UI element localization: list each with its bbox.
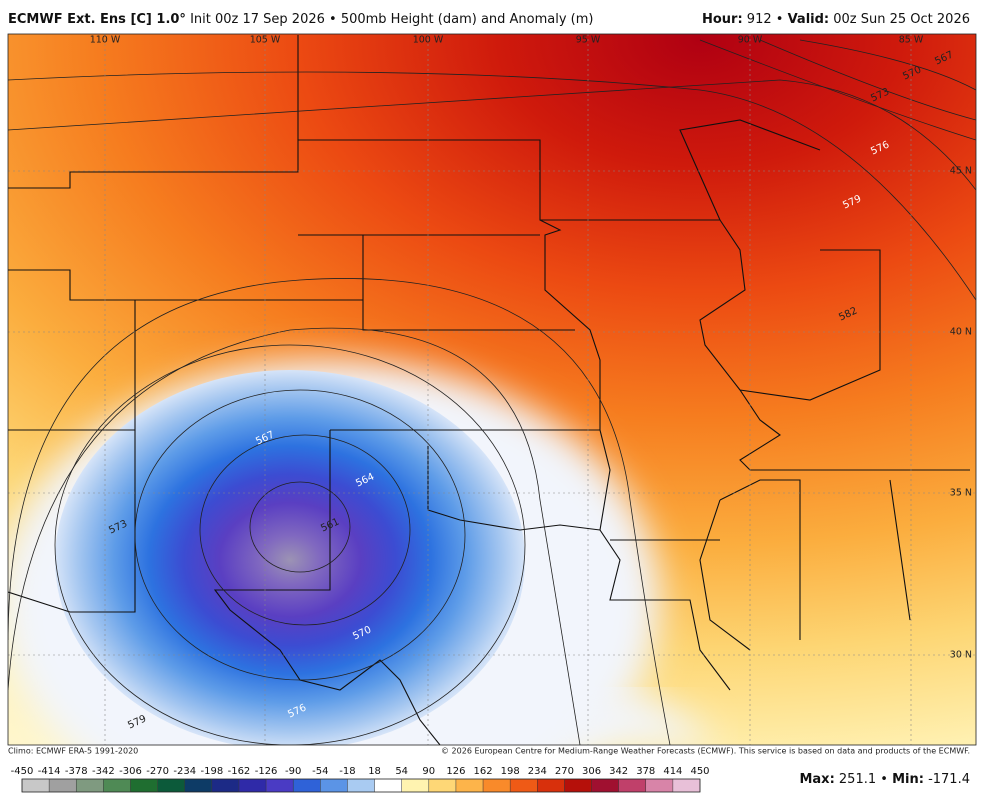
colorbar-segment xyxy=(618,779,646,792)
neutral-zone xyxy=(540,692,720,745)
colorbar-label: 270 xyxy=(555,766,574,777)
colorbar-label: -450 xyxy=(11,766,34,777)
colorbar-label: -270 xyxy=(146,766,169,777)
map-frame xyxy=(7,33,977,746)
latitude-label: 30 N xyxy=(950,650,972,661)
colorbar-segment xyxy=(49,779,77,792)
separator: • xyxy=(776,12,784,27)
colorbar-segment xyxy=(293,779,321,792)
longitude-label: 100 W xyxy=(413,35,444,46)
header-left: ECMWF Ext. Ens [C] 1.0° Init 00z 17 Sep … xyxy=(8,12,594,27)
separator: • xyxy=(880,772,888,787)
description: Init 00z 17 Sep 2026 • 500mb Height (dam… xyxy=(190,12,593,27)
min-label: Min: xyxy=(892,772,924,787)
longitude-label: 85 W xyxy=(899,35,924,46)
colorbar-label: -90 xyxy=(285,766,301,777)
colorbar-label: -414 xyxy=(38,766,61,777)
extremes: Max: 251.1 • Min: -171.4 xyxy=(799,772,970,787)
colorbar-label: 54 xyxy=(395,766,408,777)
colorbar-label: 126 xyxy=(446,766,465,777)
colorbar-label: 234 xyxy=(528,766,547,777)
latitude-label: 35 N xyxy=(950,488,972,499)
colorbar-segment xyxy=(320,779,348,792)
max: 251.1 xyxy=(839,772,876,787)
valid: 00z Sun 25 Oct 2026 xyxy=(833,12,970,27)
colorbar-segment xyxy=(266,779,294,792)
colorbar-segment xyxy=(184,779,212,792)
colorbar-label: -126 xyxy=(255,766,278,777)
colorbar-segment xyxy=(211,779,239,792)
longitude-label: 110 W xyxy=(90,35,121,46)
colorbar-label: -54 xyxy=(312,766,328,777)
colorbar-label: 414 xyxy=(663,766,682,777)
colorbar-segment xyxy=(238,779,267,792)
colorbar-label: -18 xyxy=(339,766,355,777)
min: -171.4 xyxy=(928,772,970,787)
anomaly-cold xyxy=(55,370,525,745)
colorbar-label: 162 xyxy=(473,766,492,777)
colorbar-label: 378 xyxy=(636,766,655,777)
copyright: © 2026 European Centre for Medium-Range … xyxy=(441,747,970,756)
colorbar-label: -162 xyxy=(228,766,251,777)
longitude-label: 95 W xyxy=(576,35,601,46)
header-right: Hour: 912 • Valid: 00z Sun 25 Oct 2026 xyxy=(702,12,970,27)
colorbar-label: 342 xyxy=(609,766,628,777)
colorbar-segment xyxy=(645,779,673,792)
colorbar-label: 18 xyxy=(368,766,381,777)
colorbar-segment xyxy=(510,779,538,792)
colorbar-segment xyxy=(672,779,700,792)
latitude-label: 45 N xyxy=(950,166,972,177)
valid-label: Valid: xyxy=(788,12,830,27)
climo: Climo: ECMWF ERA-5 1991-2020 xyxy=(8,747,138,756)
longitude-label: 105 W xyxy=(250,35,281,46)
colorbar-label: -198 xyxy=(200,766,223,777)
colorbar-segment xyxy=(428,779,456,792)
colorbar-label: -342 xyxy=(92,766,115,777)
model: ECMWF Ext. Ens [C] 1.0° xyxy=(8,12,186,27)
colorbar-label: 450 xyxy=(690,766,709,777)
colorbar-segment xyxy=(591,779,619,792)
colorbar-segment xyxy=(374,779,402,792)
colorbar-segment xyxy=(537,779,565,792)
colorbar-segment xyxy=(483,779,511,792)
colorbar-label: -234 xyxy=(173,766,196,777)
colorbar-segment xyxy=(401,779,429,792)
colorbar-segment xyxy=(157,779,185,792)
colorbar-label: -306 xyxy=(119,766,142,777)
colorbar-label: 90 xyxy=(422,766,435,777)
hour-label: Hour: xyxy=(702,12,743,27)
colorbar-segment xyxy=(22,779,50,792)
longitude-label: 90 W xyxy=(738,35,763,46)
colorbar-label: 198 xyxy=(501,766,520,777)
colorbar-label: 306 xyxy=(582,766,601,777)
graticule xyxy=(8,34,976,745)
colorbar-segment xyxy=(76,779,104,792)
colorbar-label: -378 xyxy=(65,766,88,777)
colorbar-segment xyxy=(130,779,158,792)
latitude-label: 40 N xyxy=(950,327,972,338)
max-label: Max: xyxy=(799,772,834,787)
colorbar-segment xyxy=(347,779,375,792)
colorbar-segment xyxy=(564,779,592,792)
map xyxy=(8,34,976,745)
hour: 912 xyxy=(747,12,772,27)
colorbar-segment xyxy=(103,779,131,792)
colorbar-segment xyxy=(455,779,484,792)
